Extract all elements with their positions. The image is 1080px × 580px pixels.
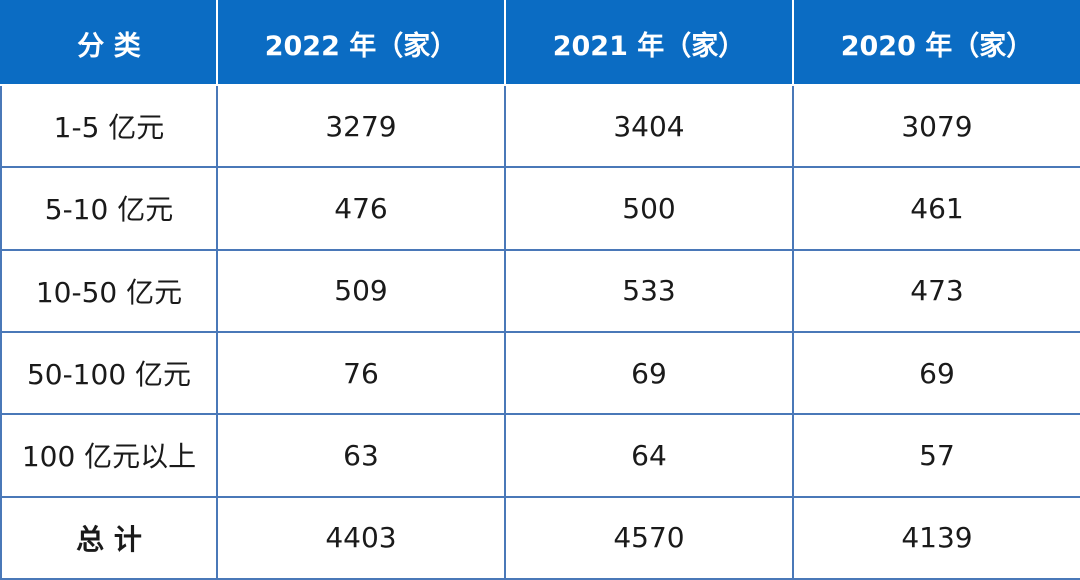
table-row: 10-50 亿元 509 533 473 bbox=[0, 248, 1080, 333]
value-2022: 3279 bbox=[216, 83, 506, 169]
value-2020: 57 bbox=[792, 413, 1080, 498]
table-row: 100 亿元以上 63 64 57 bbox=[0, 413, 1080, 498]
total-2022: 4403 bbox=[216, 495, 506, 580]
total-label: 总 计 bbox=[0, 495, 218, 580]
header-2021: 2021 年（家） bbox=[504, 0, 794, 86]
row-category: 100 亿元以上 bbox=[0, 413, 218, 498]
value-2021: 64 bbox=[504, 413, 794, 498]
row-category: 5-10 亿元 bbox=[0, 166, 218, 251]
header-2020: 2020 年（家） bbox=[792, 0, 1080, 86]
table-header-row: 分 类 2022 年（家） 2021 年（家） 2020 年（家） bbox=[0, 0, 1080, 86]
value-2022: 509 bbox=[216, 248, 506, 333]
value-2022: 476 bbox=[216, 166, 506, 251]
row-category: 50-100 亿元 bbox=[0, 330, 218, 416]
value-2020: 69 bbox=[792, 330, 1080, 416]
row-category: 10-50 亿元 bbox=[0, 248, 218, 333]
table-row: 50-100 亿元 76 69 69 bbox=[0, 330, 1080, 416]
table-row: 1-5 亿元 3279 3404 3079 bbox=[0, 83, 1080, 169]
table-total-row: 总 计 4403 4570 4139 bbox=[0, 495, 1080, 580]
value-2021: 3404 bbox=[504, 83, 794, 169]
table-row: 5-10 亿元 476 500 461 bbox=[0, 166, 1080, 251]
header-category: 分 类 bbox=[0, 0, 218, 86]
header-2022: 2022 年（家） bbox=[216, 0, 506, 86]
value-2020: 461 bbox=[792, 166, 1080, 251]
value-2021: 500 bbox=[504, 166, 794, 251]
value-2021: 533 bbox=[504, 248, 794, 333]
total-2020: 4139 bbox=[792, 495, 1080, 580]
value-2020: 3079 bbox=[792, 83, 1080, 169]
value-2022: 63 bbox=[216, 413, 506, 498]
total-2021: 4570 bbox=[504, 495, 794, 580]
row-category: 1-5 亿元 bbox=[0, 83, 218, 169]
value-2022: 76 bbox=[216, 330, 506, 416]
value-2020: 473 bbox=[792, 248, 1080, 333]
value-2021: 69 bbox=[504, 330, 794, 416]
